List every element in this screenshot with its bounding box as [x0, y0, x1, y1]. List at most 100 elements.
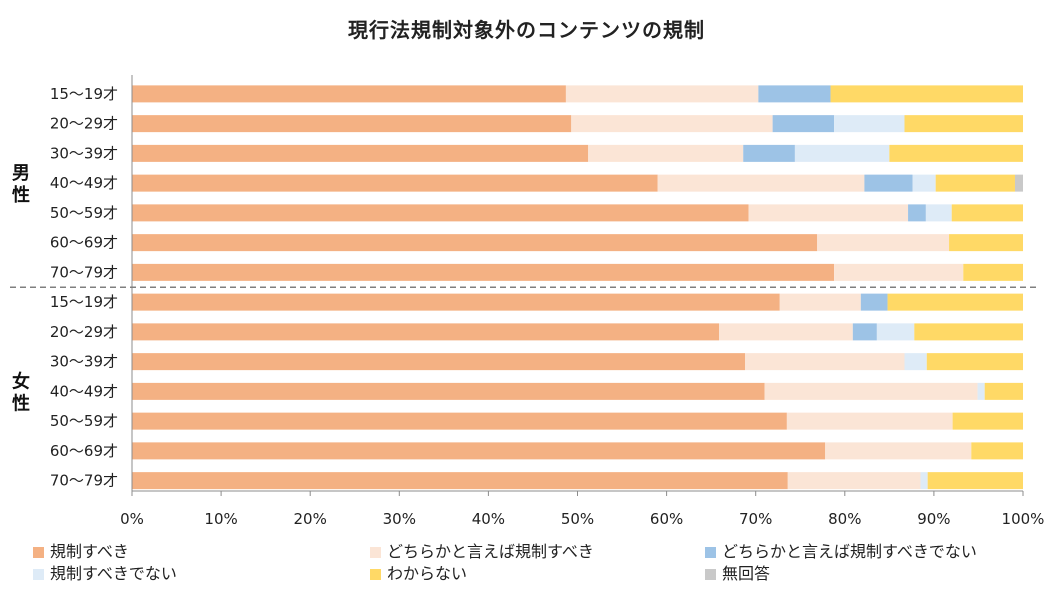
x-tick-label: 20% — [294, 510, 327, 528]
bar-segment — [779, 293, 861, 311]
bar-segment — [817, 234, 950, 252]
category-label: 60〜69才 — [50, 442, 118, 460]
bar-segment — [864, 174, 913, 192]
bar-segment — [926, 353, 1023, 371]
bar-segment — [952, 412, 1023, 430]
bar-segment — [132, 293, 780, 311]
legend-label: どちらかと言えば規制すべきでない — [722, 542, 977, 561]
bar-segment — [927, 472, 1023, 490]
legend-item: どちらかと言えば規制すべきでない — [705, 542, 977, 562]
bar-segment — [912, 174, 936, 192]
bar-segment — [132, 204, 749, 222]
bar-segment — [588, 144, 744, 162]
legend-swatch — [370, 547, 381, 558]
bar-segment — [132, 144, 589, 162]
bar-segment — [748, 204, 909, 222]
bar-segment — [132, 263, 835, 281]
legend-swatch — [705, 569, 716, 580]
bar-segment — [719, 323, 853, 341]
bar-segment — [949, 234, 1023, 252]
bar-segment — [830, 85, 1023, 103]
category-label: 60〜69才 — [50, 234, 118, 252]
x-tick-label: 50% — [561, 510, 594, 528]
legend-item: 規制すべき — [33, 542, 129, 562]
category-label: 20〜29才 — [50, 115, 118, 133]
bar-segment — [825, 442, 972, 460]
legend-item: どちらかと言えば規制すべき — [370, 542, 594, 562]
bar-segment — [132, 412, 787, 430]
bar-segment — [935, 174, 1015, 192]
bar-segment — [908, 204, 926, 222]
group-label: 女 — [12, 370, 30, 392]
category-label: 15〜19才 — [50, 85, 118, 103]
bar-segment — [963, 263, 1023, 281]
bar-segment — [132, 323, 720, 341]
x-tick-label: 60% — [650, 510, 683, 528]
x-tick-label: 90% — [917, 510, 950, 528]
x-tick-label: 30% — [383, 510, 416, 528]
category-label: 50〜59才 — [50, 204, 118, 222]
legend-label: 規制すべきでない — [50, 564, 177, 583]
x-tick-label: 70% — [739, 510, 772, 528]
bar-segment — [772, 115, 835, 133]
group-label: 性 — [12, 392, 30, 414]
bar-segment — [565, 85, 759, 103]
legend-label: わからない — [387, 564, 468, 583]
legend-swatch — [370, 569, 381, 580]
bar-segment — [794, 144, 890, 162]
x-tick-label: 10% — [204, 510, 237, 528]
legend-label: 無回答 — [722, 564, 771, 583]
bar-segment — [764, 382, 978, 400]
legend-label: 規制すべき — [50, 542, 129, 561]
category-label: 40〜49才 — [50, 382, 118, 400]
legend-item: 無回答 — [705, 564, 770, 584]
bar-segment — [887, 293, 1023, 311]
bar-segment — [132, 472, 788, 490]
bar-segment — [904, 115, 1023, 133]
category-label: 70〜79才 — [50, 472, 118, 490]
bar-segment — [132, 174, 658, 192]
bar-segment — [786, 412, 953, 430]
group-label: 性 — [12, 184, 30, 206]
x-tick-label: 0% — [120, 510, 144, 528]
bar-segment — [925, 204, 952, 222]
bar-segment — [1014, 174, 1023, 192]
category-label: 50〜59才 — [50, 412, 118, 430]
bar-segment — [920, 472, 928, 490]
bar-segment — [904, 353, 927, 371]
bar-segment — [132, 442, 826, 460]
category-label: 20〜29才 — [50, 323, 118, 341]
x-tick-label: 40% — [472, 510, 505, 528]
legend-item: 規制すべきでない — [33, 564, 177, 584]
bar-segment — [132, 382, 765, 400]
legend-swatch — [33, 569, 44, 580]
bar-segment — [571, 115, 773, 133]
bar-segment — [132, 115, 572, 133]
bar-segment — [657, 174, 865, 192]
bar-segment — [860, 293, 888, 311]
chart-title: 現行法規制対象外のコンテンツの規制 — [348, 18, 705, 42]
bar-segment — [743, 144, 795, 162]
category-label: 30〜39才 — [50, 353, 118, 371]
bar-segment — [951, 204, 1023, 222]
bar-segment — [984, 382, 1023, 400]
bar-segment — [977, 382, 985, 400]
category-label: 70〜79才 — [50, 263, 118, 281]
bar-segment — [914, 323, 1023, 341]
category-label: 15〜19才 — [50, 293, 118, 311]
bar-segment — [834, 115, 905, 133]
legend-item: わからない — [370, 564, 467, 584]
legend: 規制すべき どちらかと言えば規制すべき どちらかと言えば規制すべきでない規制すべきで… — [0, 542, 1053, 592]
bar-segment — [876, 323, 915, 341]
stacked-bar-chart: 15〜19才 20〜29才 30〜39才 40〜49才 50〜59才 60〜69才 70〜7… — [10, 75, 1044, 528]
bar-segment — [834, 263, 964, 281]
group-label: 男 — [12, 163, 30, 184]
legend-label: どちらかと言えば規制すべき — [387, 542, 594, 561]
bar-segment — [852, 323, 877, 341]
bar-segment — [889, 144, 1023, 162]
legend-swatch — [33, 547, 44, 558]
category-label: 40〜49才 — [50, 174, 118, 192]
bar-segment — [787, 472, 921, 490]
bar-segment — [758, 85, 831, 103]
bar-segment — [745, 353, 905, 371]
